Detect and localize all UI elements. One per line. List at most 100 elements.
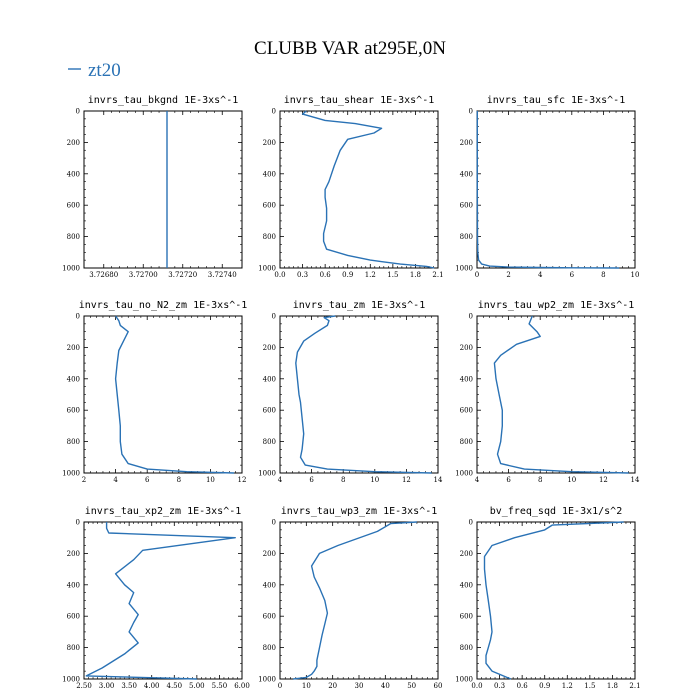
y-tick-label: 800: [460, 644, 473, 652]
x-tick-label: 12: [238, 476, 247, 484]
panel-title: invrs_tau_wp2_zm 1E-3xs^-1: [478, 300, 635, 311]
x-tick-label: 5.50: [212, 682, 228, 690]
x-tick-label: 2.50: [76, 682, 92, 690]
panel-title: invrs_tau_wp3_zm 1E-3xs^-1: [281, 506, 438, 517]
plot-frame: [279, 110, 439, 269]
y-tick-label: 600: [263, 407, 276, 415]
y-tick-label: 1000: [455, 470, 473, 478]
x-tick-label: 40: [381, 682, 390, 690]
y-tick-label: 0: [76, 519, 80, 527]
y-tick-label: 600: [263, 613, 276, 621]
plot-frame: [83, 315, 243, 474]
y-tick-label: 200: [67, 344, 80, 352]
x-tick-label: 2.1: [629, 682, 640, 690]
panel-title: invrs_tau_shear 1E-3xs^-1: [284, 95, 435, 106]
y-tick-label: 600: [67, 407, 80, 415]
panel-3: invrs_tau_sfc 1E-3xs^-1 0 2 4 6 8 10 0 200 400 600…: [455, 95, 639, 279]
x-tick-label: 4: [475, 476, 480, 484]
y-tick-label: 0: [469, 313, 473, 321]
x-tick-label: 0.9: [539, 682, 550, 690]
x-tick-label: 6.00: [234, 682, 250, 690]
y-tick-label: 1000: [258, 470, 276, 478]
legend-label: zt20: [88, 60, 121, 81]
y-tick-label: 200: [460, 139, 473, 147]
plot-frame: [476, 521, 636, 680]
y-tick-label: 400: [67, 170, 80, 178]
series-line-zt20: [493, 315, 629, 474]
x-tick-label: 10: [631, 271, 640, 279]
x-tick-label: 5.00: [189, 682, 205, 690]
x-tick-label: 50: [407, 682, 416, 690]
panel-9: bv_freq_sqd 1E-3x1/s^2 0.0 0.3 0.6 0.9 1.2 1.5…: [455, 506, 640, 690]
x-tick-label: 10: [567, 476, 576, 484]
x-tick-label: 0.3: [494, 682, 505, 690]
y-tick-label: 1000: [62, 676, 80, 684]
y-tick-label: 600: [67, 202, 80, 210]
panel-7: invrs_tau_xp2_zm 1E-3xs^-1 2.50 3.00 3.50 4.…: [62, 506, 250, 690]
x-tick-label: 3.72700: [129, 271, 158, 279]
x-tick-label: 1.8: [607, 682, 618, 690]
plot-frame: [279, 315, 439, 474]
x-tick-label: 1.8: [410, 271, 421, 279]
x-tick-label: 3.00: [99, 682, 115, 690]
y-tick-label: 0: [272, 108, 276, 116]
y-tick-label: 1000: [62, 470, 80, 478]
y-tick-label: 600: [263, 202, 276, 210]
x-tick-label: 14: [434, 476, 443, 484]
x-tick-label: 2: [506, 271, 510, 279]
x-tick-label: 1.2: [365, 271, 376, 279]
y-tick-label: 400: [460, 170, 473, 178]
x-tick-label: 6: [506, 476, 511, 484]
y-tick-label: 200: [67, 550, 80, 558]
figure-title: CLUBB VAR at295E,0N: [254, 38, 446, 59]
y-tick-label: 0: [272, 519, 276, 527]
y-tick-label: 0: [272, 313, 276, 321]
x-tick-label: 1.5: [584, 682, 595, 690]
panel-title: invrs_tau_sfc 1E-3xs^-1: [487, 95, 625, 106]
x-tick-label: 12: [599, 476, 608, 484]
plot-frame: [476, 110, 636, 269]
x-tick-label: 10: [206, 476, 215, 484]
series-line-zt20: [295, 315, 432, 474]
x-tick-label: 6: [145, 476, 150, 484]
y-tick-label: 400: [263, 375, 276, 383]
x-tick-label: 1.2: [562, 682, 573, 690]
y-tick-label: 1000: [455, 676, 473, 684]
x-tick-label: 6: [570, 271, 575, 279]
x-tick-label: 14: [631, 476, 640, 484]
x-tick-label: 0.0: [471, 682, 482, 690]
series-line-zt20: [301, 110, 435, 269]
panel-6: invrs_tau_wp2_zm 1E-3xs^-1 4 6 8 10 12 14 0 200 4…: [455, 300, 640, 484]
x-tick-label: 0.9: [342, 271, 353, 279]
x-tick-label: 8: [177, 476, 181, 484]
panel-1: invrs_tau_bkgnd 1E-3xs^-1 3.72680 3.72700 3…: [62, 95, 243, 279]
plot-frame: [279, 521, 439, 680]
x-tick-label: 2.1: [432, 271, 443, 279]
x-tick-label: 30: [355, 682, 364, 690]
panel-title: invrs_tau_xp2_zm 1E-3xs^-1: [85, 506, 242, 517]
y-tick-label: 0: [76, 108, 80, 116]
y-tick-label: 800: [460, 438, 473, 446]
x-tick-label: 1.5: [387, 271, 398, 279]
y-tick-label: 200: [263, 550, 276, 558]
y-tick-label: 800: [263, 644, 276, 652]
x-tick-label: 8: [601, 271, 605, 279]
panel-grid: invrs_tau_bkgnd 1E-3xs^-1 3.72680 3.72700 3…: [62, 95, 640, 690]
panel-title: bv_freq_sqd 1E-3x1/s^2: [490, 506, 622, 517]
x-tick-label: 3.72720: [168, 271, 197, 279]
y-tick-label: 200: [67, 139, 80, 147]
series-line-zt20: [114, 315, 235, 474]
y-tick-label: 800: [67, 644, 80, 652]
x-tick-label: 0.3: [297, 271, 308, 279]
y-tick-label: 400: [460, 375, 473, 383]
x-tick-label: 8: [341, 476, 345, 484]
legend: zt20: [68, 60, 121, 81]
series-line-zt20: [293, 521, 417, 680]
x-tick-label: 6: [309, 476, 314, 484]
series-line-zt20: [483, 521, 624, 680]
panel-2: invrs_tau_shear 1E-3xs^-1 0.0 0.3 0.6 0.9 1.2…: [258, 95, 443, 279]
y-tick-label: 400: [263, 170, 276, 178]
panel-4: invrs_tau_no_N2_zm 1E-3xs^-1 2 4 6 8 10 12 0 200…: [62, 300, 247, 484]
x-tick-label: 0.0: [274, 271, 285, 279]
